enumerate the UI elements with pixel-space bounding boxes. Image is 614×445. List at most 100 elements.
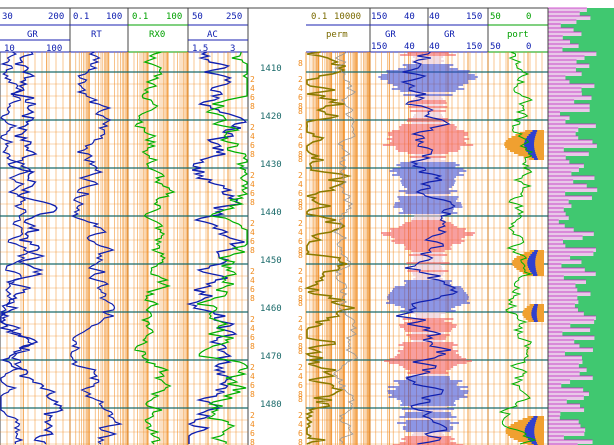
lith-fill xyxy=(595,248,614,252)
perm2-curve xyxy=(333,51,359,445)
rt-curve xyxy=(70,51,123,445)
port-scale-top-min: 50 xyxy=(490,12,501,22)
lith-fill xyxy=(570,256,614,260)
rx0-track-title[interactable]: RX0 xyxy=(149,30,166,40)
gr-fill xyxy=(407,118,449,120)
lith-fill xyxy=(591,196,614,200)
gr-fill xyxy=(412,274,444,276)
lith-fill xyxy=(548,8,587,12)
lith-fill xyxy=(548,68,576,72)
depth-subtick: 8 xyxy=(250,198,255,207)
lith-fill xyxy=(548,60,577,64)
lith-fill xyxy=(578,136,614,140)
perm-track-title[interactable]: perm xyxy=(326,30,348,40)
perm-scale-min: 0.1 xyxy=(311,12,328,22)
depth-subtick: 4 xyxy=(298,276,303,285)
gr-fill xyxy=(410,312,446,314)
gr-fill xyxy=(408,254,448,256)
lith-fill xyxy=(595,272,614,276)
gr1-track-title[interactable]: GR xyxy=(385,30,396,40)
depth-subtick: 8 xyxy=(250,246,255,255)
depth-subtick: 6 xyxy=(298,333,303,342)
depth-subtick: 4 xyxy=(250,84,255,93)
lith-fill xyxy=(548,96,592,100)
lith-fill xyxy=(548,52,597,56)
depth-subtick: 4 xyxy=(250,132,255,141)
lith-fill xyxy=(548,36,563,40)
lith-fill xyxy=(548,112,561,116)
rt-scale-max: 100 xyxy=(106,12,123,22)
port-fill xyxy=(524,140,535,142)
port-fill xyxy=(524,146,535,148)
lith-fill xyxy=(548,428,586,432)
gr2-curve xyxy=(0,51,35,445)
lith-fill xyxy=(558,220,614,224)
lith-fill xyxy=(568,216,614,220)
port-track-title[interactable]: port xyxy=(507,30,529,40)
gr2-scale-top-max: 150 xyxy=(466,12,483,22)
gr-fill xyxy=(401,124,455,126)
gr-fill xyxy=(405,246,451,248)
lith-fill xyxy=(565,120,614,124)
depth-subtick: 6 xyxy=(298,381,303,390)
lith-fill xyxy=(548,140,593,144)
gr-fill xyxy=(409,156,447,158)
lith-fill xyxy=(548,440,593,444)
lith-fill xyxy=(548,388,584,392)
lith-fill xyxy=(586,368,614,372)
lith-fill xyxy=(573,180,614,184)
gr-fill xyxy=(415,314,441,316)
gr-fill xyxy=(397,350,459,352)
lith-fill xyxy=(548,336,595,340)
rx0-scale-max: 100 xyxy=(166,12,183,22)
lith-fill xyxy=(565,212,614,216)
gr-fill xyxy=(408,406,448,408)
gr-fill xyxy=(412,104,444,106)
gr-fill xyxy=(388,294,468,296)
gr-fill xyxy=(406,120,450,122)
gr-fill xyxy=(387,80,469,82)
gr-fill xyxy=(402,402,454,404)
lith-fill xyxy=(548,156,566,160)
gr-fill xyxy=(405,440,451,442)
lith-fill xyxy=(565,192,614,196)
port-fill xyxy=(531,310,537,312)
lith-fill xyxy=(562,332,614,336)
gr-fill xyxy=(408,194,448,196)
gr-fill xyxy=(387,296,469,298)
gr-track-title[interactable]: GR xyxy=(27,30,38,40)
lith-fill xyxy=(580,424,614,428)
lith-fill xyxy=(548,288,578,292)
gr-fill xyxy=(401,178,455,180)
gr-fill xyxy=(406,282,450,284)
port-fill xyxy=(530,270,537,272)
gr-fill xyxy=(393,206,463,208)
lith-fill xyxy=(548,20,577,24)
gr-fill xyxy=(392,288,464,290)
gr-fill xyxy=(410,92,446,94)
port-fill xyxy=(524,144,535,146)
gr-fill xyxy=(386,70,470,72)
gr-fill xyxy=(401,408,455,410)
ac-track-title[interactable]: AC xyxy=(207,30,218,40)
gr2-track-title[interactable]: GR xyxy=(444,30,455,40)
gr-fill xyxy=(415,158,441,160)
rt-track-title[interactable]: RT xyxy=(91,30,102,40)
ac-scale-bottom-min: 1.5 xyxy=(192,44,209,54)
depth-subtick: 8 xyxy=(298,390,303,399)
gr-fill xyxy=(389,170,467,172)
gr-fill xyxy=(395,388,461,390)
gr-fill xyxy=(391,236,465,238)
lith-fill xyxy=(592,140,614,144)
gr-fill xyxy=(381,232,475,234)
port-curve xyxy=(498,51,537,445)
lith-fill xyxy=(548,128,579,132)
lith-fill xyxy=(569,40,614,44)
gr-fill xyxy=(386,138,470,140)
gr-fill xyxy=(399,384,457,386)
gr-fill xyxy=(392,168,464,170)
port-fill xyxy=(529,154,537,156)
depth-subtick: 6 xyxy=(250,381,255,390)
lith-fill xyxy=(578,364,614,368)
